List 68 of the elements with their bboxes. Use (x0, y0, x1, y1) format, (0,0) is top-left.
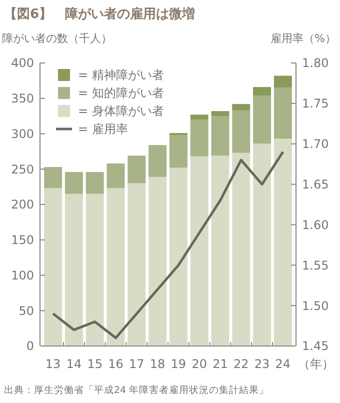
bar (253, 87, 272, 96)
legend-label: = 雇用率 (78, 122, 128, 136)
bar (253, 144, 272, 346)
x-tick-label: 22 (233, 357, 249, 371)
bar (106, 188, 125, 346)
bar (169, 135, 188, 168)
y-tick-label: 200 (11, 198, 34, 212)
x-tick-label: 16 (108, 357, 124, 371)
bar (44, 188, 62, 346)
y-tick-label: 400 (11, 56, 34, 70)
x-axis-title: （年） (298, 357, 334, 371)
x-tick-label: 15 (87, 357, 103, 371)
y-tick-label: 100 (11, 268, 34, 282)
bar (211, 116, 230, 156)
bar (274, 88, 292, 139)
bar (86, 172, 104, 194)
bar (128, 183, 146, 346)
bar (232, 152, 250, 346)
y-tick-label: 50 (18, 304, 34, 318)
y2-tick-label: 1.50 (302, 298, 329, 313)
y-tick-label: 350 (11, 92, 34, 106)
y2-tick-label: 1.70 (302, 137, 329, 152)
x-tick-label: 14 (66, 357, 82, 371)
bar (253, 96, 272, 144)
bar (190, 114, 208, 120)
bar (148, 145, 167, 177)
bar (169, 168, 188, 346)
bar (148, 176, 167, 346)
legend-label: = 精神障がい者 (78, 68, 164, 82)
bar (211, 156, 230, 346)
x-tick-label: 19 (170, 357, 186, 371)
bar (190, 156, 208, 346)
y2-tick-label: 1.60 (302, 218, 329, 232)
y2-axis-title: 雇用率（%） (270, 32, 336, 45)
legend-label: = 知的障がい者 (78, 86, 164, 100)
y-tick-label: 250 (11, 162, 34, 176)
y2-tick-label: 1.55 (302, 258, 329, 272)
bar (211, 111, 230, 116)
y-axis-title: 障がい者の数（千人） (2, 32, 112, 45)
y2-tick-label: 1.45 (302, 339, 329, 354)
bar (232, 110, 250, 153)
bar (44, 167, 62, 188)
chart-title: 【図6】 障がい者の雇用は微増 (4, 6, 196, 22)
x-tick-label: 20 (192, 357, 207, 371)
y2-tick-label: 1.80 (302, 56, 329, 70)
bar (128, 156, 146, 184)
x-tick-label: 17 (129, 357, 144, 371)
y-tick-label: 150 (11, 233, 34, 248)
bar (274, 138, 292, 346)
source-note: 出典：厚生労働省「平成24 年障害者雇用状況の集計結果」 (4, 384, 270, 396)
x-tick-label: 21 (212, 357, 228, 371)
x-tick-label: 23 (254, 357, 270, 371)
bar (64, 194, 83, 346)
y-tick-label: 300 (11, 126, 34, 141)
bar (274, 76, 292, 88)
x-tick-label: 18 (150, 357, 166, 371)
x-tick-label: 13 (45, 357, 61, 371)
legend-label: = 身体障がい者 (78, 104, 164, 118)
y2-tick-label: 1.65 (302, 177, 329, 192)
bar (190, 120, 208, 156)
bar (86, 194, 104, 346)
bar (106, 163, 125, 188)
y2-tick-label: 1.75 (302, 96, 329, 111)
bar (232, 104, 250, 110)
y-tick-label: 0 (26, 339, 34, 354)
x-tick-label: 24 (275, 357, 291, 371)
line-series (52, 150, 284, 340)
bar (64, 172, 83, 194)
